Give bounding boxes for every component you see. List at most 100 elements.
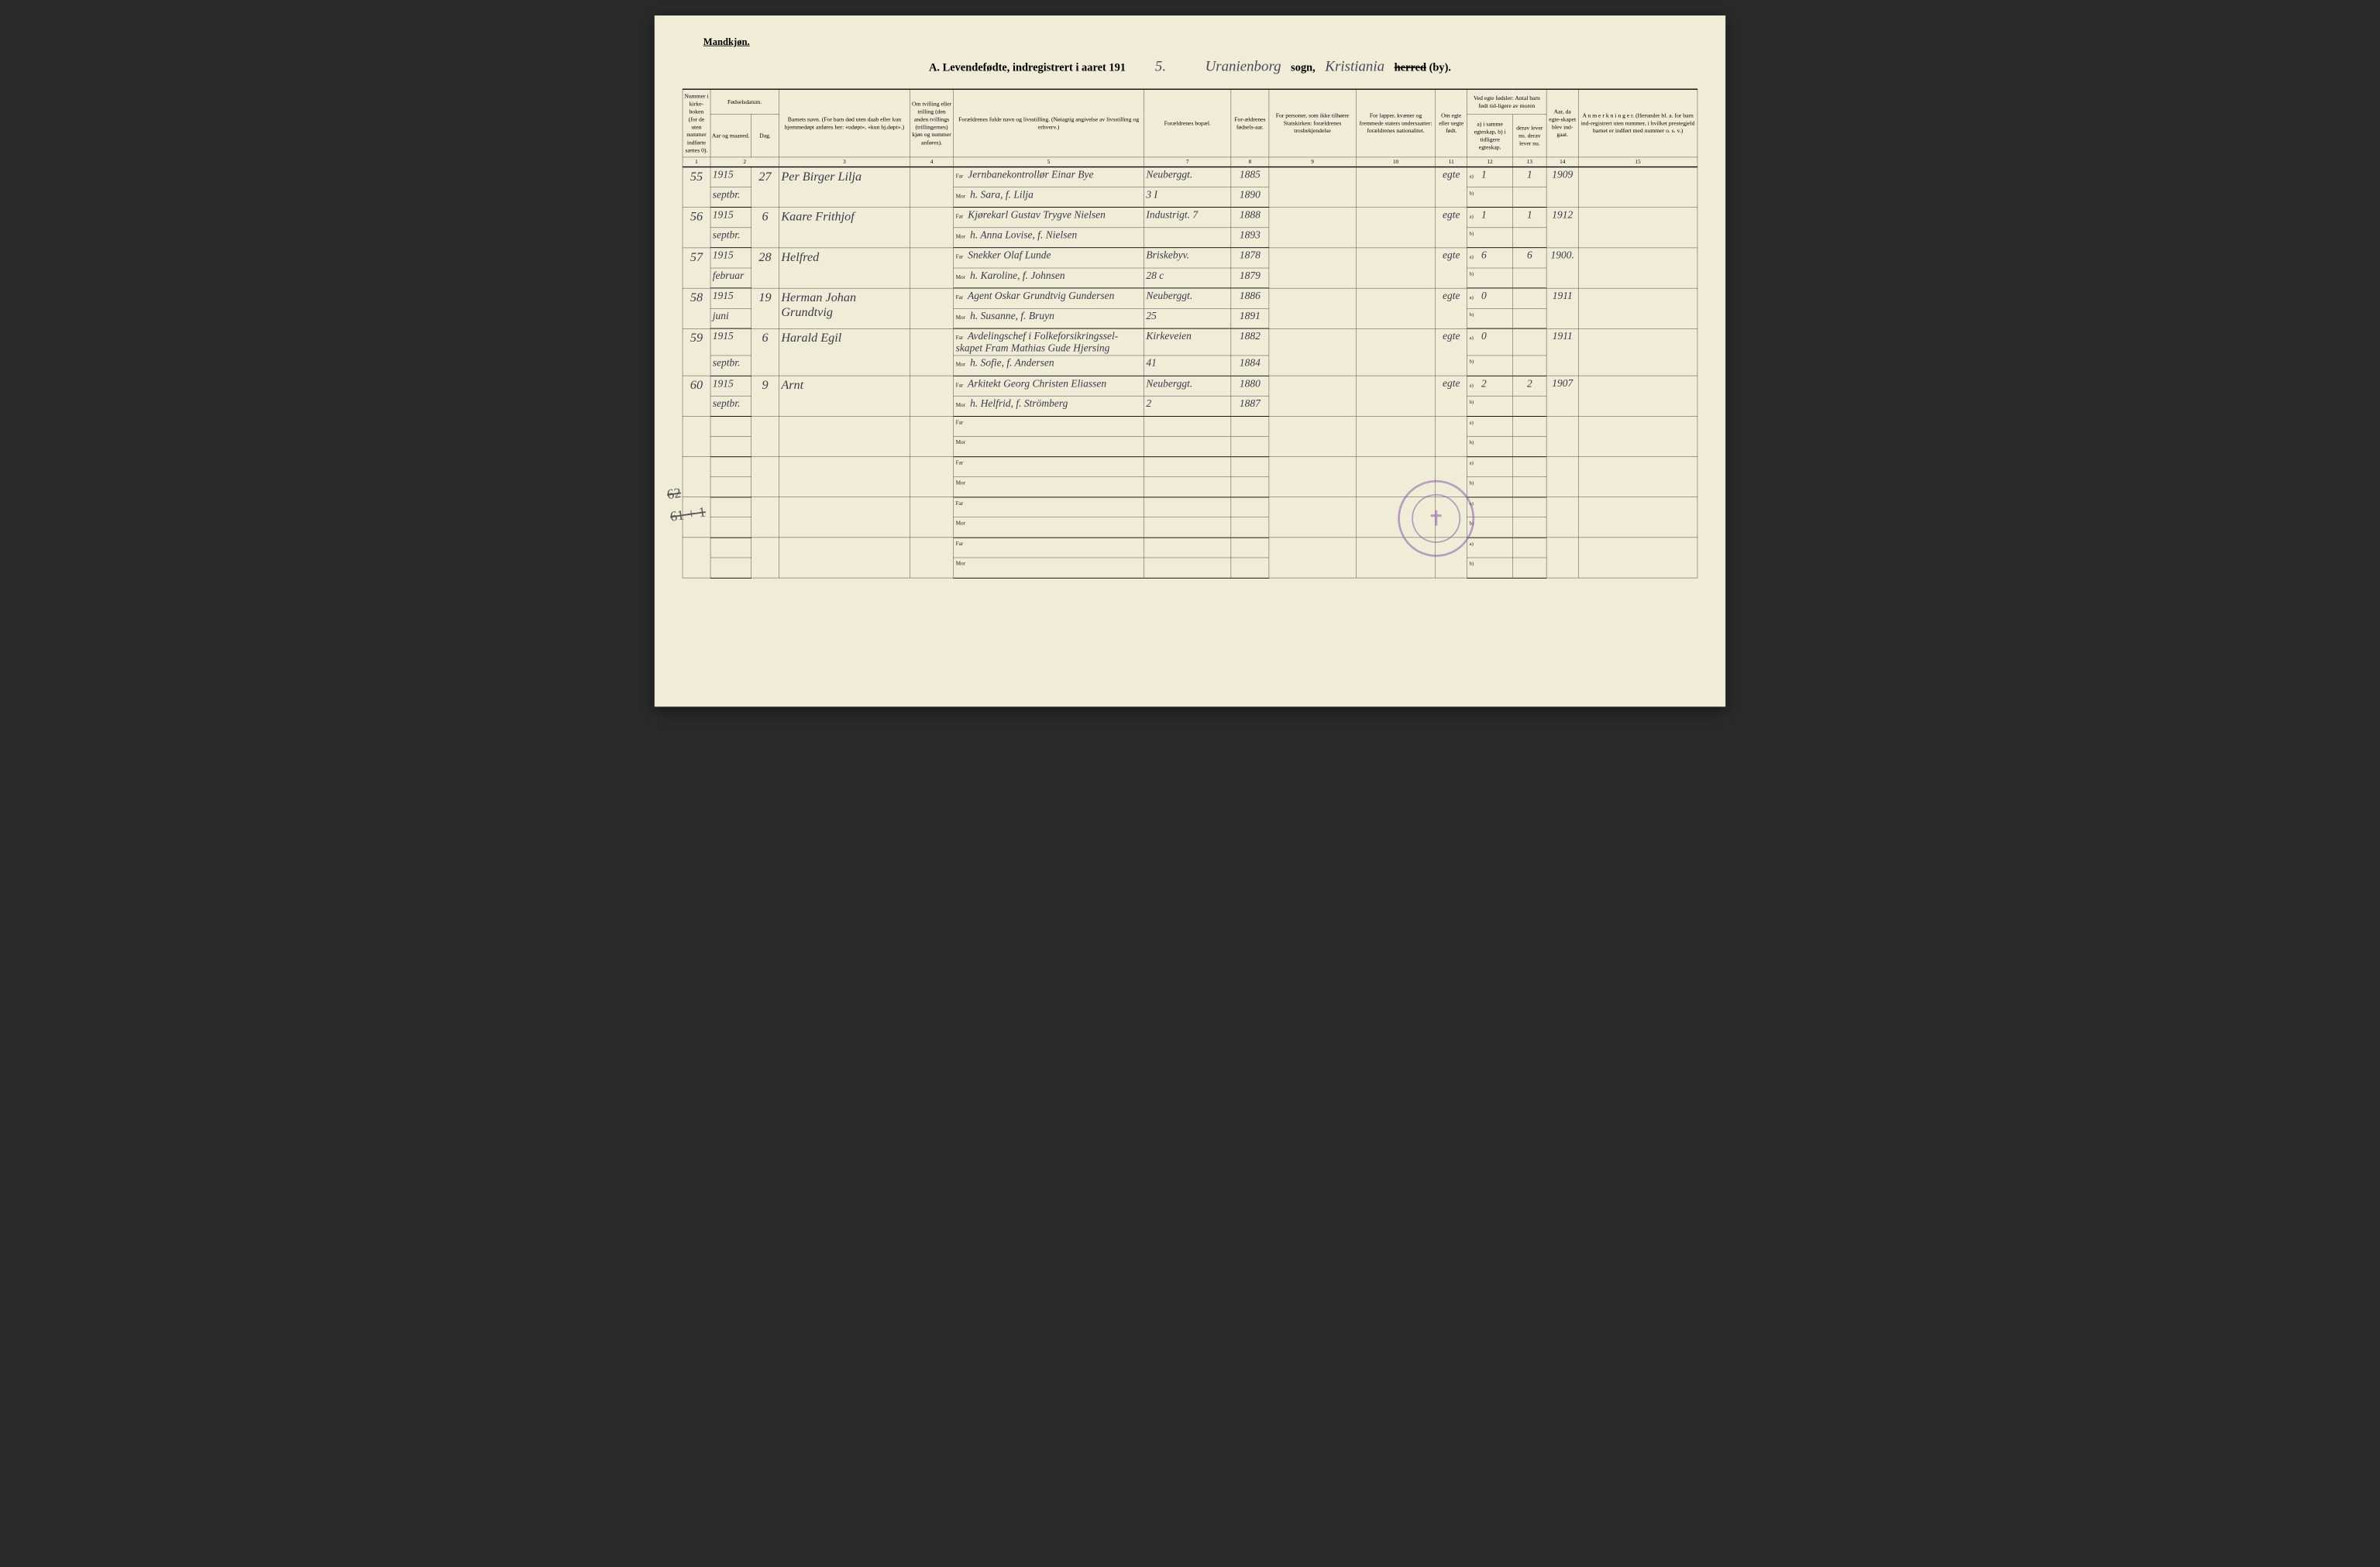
blank-cell: b) [1467,477,1513,497]
father-cell: Far Snekker Olaf Lunde [954,248,1144,268]
residence-cell: Briskebyv. [1144,248,1231,268]
blank-cell [1231,457,1269,477]
remarks-cell [1578,376,1697,416]
blank-cell [1356,416,1435,456]
residence-cell: Kirkeveien [1144,328,1231,356]
blank-cell: Far [954,497,1144,517]
blank-cell [1144,416,1231,436]
legitimacy-cell: egte [1436,376,1467,416]
blank-cell: b) [1467,436,1513,456]
birth-month: septbr. [710,187,751,208]
children-same-marriage: a) 6 [1467,248,1513,268]
mother-birthyear: 1879 [1231,268,1269,288]
sogn-hw: Uranienborg [1199,58,1288,75]
nationality-cell [1356,208,1435,248]
blank-cell [1546,416,1578,456]
birth-day: 9 [751,376,779,416]
residence-cell-2: 41 [1144,356,1231,376]
children-same-marriage: a) 0 [1467,328,1513,356]
blank-cell [779,457,910,497]
mother-birthyear: 1891 [1231,308,1269,328]
birth-day: 27 [751,167,779,207]
col-11-header: Om egte eller uegte født. [1436,89,1467,157]
birth-day: 6 [751,328,779,376]
blank-cell [1231,416,1269,436]
blank-cell [910,416,953,456]
remarks-cell [1578,208,1697,248]
blank-cell [1578,538,1697,578]
title-line: A. Levendefødte, indregistrert i aaret 1… [683,58,1697,75]
marriage-year: 1912 [1546,208,1578,248]
legitimacy-cell: egte [1436,248,1467,288]
legitimacy-cell: egte [1436,328,1467,376]
mother-cell: Mor h. Sofie, f. Andersen [954,356,1144,376]
blank-cell [910,497,953,538]
blank-cell: a) [1467,416,1513,436]
col-2-month-header: Aar og maaned. [710,115,751,157]
father-cell: Far Kjørekarl Gustav Trygve Nielsen [954,208,1144,228]
blank-cell [710,416,751,436]
children-living: 6 [1513,248,1547,268]
blank-cell [1578,497,1697,538]
table-row-blank: Fara) [683,538,1697,558]
faith-cell [1269,248,1357,288]
blank-cell [1144,457,1231,477]
blank-cell [710,497,751,517]
birth-year: 1915 [710,376,751,396]
children-same-marriage: a) 1 [1467,167,1513,187]
table-row: 55191527Per Birger LiljaFar Jernbanekont… [683,167,1697,187]
faith-cell [1269,167,1357,207]
entry-number: 60 [683,376,710,416]
col-3-header: Barnets navn. (For barn død uten daab el… [779,89,910,157]
col-12-header: Ved egte fødsler: Antal barn født tid-li… [1467,89,1546,115]
twin-cell [910,208,953,248]
marriage-year: 1911 [1546,328,1578,376]
children-living-b [1513,308,1547,328]
by-hw: Kristiania [1318,58,1391,75]
father-cell: Far Arkitekt Georg Christen Eliassen [954,376,1144,396]
faith-cell [1269,288,1357,328]
blank-cell [1436,416,1467,456]
blank-cell [1231,538,1269,558]
blank-cell [1546,457,1578,497]
father-birthyear: 1886 [1231,288,1269,308]
residence-cell-2: 2 [1144,396,1231,416]
birth-year: 1915 [710,248,751,268]
children-prev-marriage: b) [1467,356,1513,376]
mother-cell: Mor h. Susanne, f. Bruyn [954,308,1144,328]
table-body: 55191527Per Birger LiljaFar Jernbanekont… [683,167,1697,578]
col-7-header: Forældrenes bopæl. [1144,89,1231,157]
col-14-header: Aar, da egte-skapet blev ind-gaat. [1546,89,1578,157]
col-6-header: Forældrenes fulde navn og livsstilling. … [954,89,1144,157]
blank-cell [1513,517,1547,538]
gender-label: Mandkjøn. [703,36,1697,47]
children-same-marriage: a) 1 [1467,208,1513,228]
mother-cell: Mor h. Karoline, f. Johnsen [954,268,1144,288]
blank-cell [1144,436,1231,456]
blank-cell [1513,538,1547,558]
twin-cell [910,167,953,207]
blank-cell [1231,436,1269,456]
mother-birthyear: 1893 [1231,228,1269,248]
birth-month: septbr. [710,396,751,416]
children-prev-marriage: b) [1467,308,1513,328]
col-12b-header: derav lever nu. derav lever nu. [1513,115,1547,157]
birth-year: 1915 [710,208,751,228]
blank-cell [1513,497,1547,517]
blank-cell [1513,457,1547,477]
blank-cell [710,538,751,558]
residence-cell-2 [1144,228,1231,248]
blank-cell [683,538,710,578]
col-5-header: Om tvilling eller trilling (den anden tv… [910,89,953,157]
blank-cell [1144,477,1231,497]
blank-cell [1513,416,1547,436]
children-living: 2 [1513,376,1547,396]
children-prev-marriage: b) [1467,187,1513,208]
blank-cell [683,416,710,456]
entry-number: 59 [683,328,710,376]
birth-month: septbr. [710,356,751,376]
blank-cell [710,558,751,578]
blank-cell [751,416,779,456]
table-row: 5919156Harald EgilFar Avdelingschef i Fo… [683,328,1697,356]
birth-year: 1915 [710,288,751,308]
